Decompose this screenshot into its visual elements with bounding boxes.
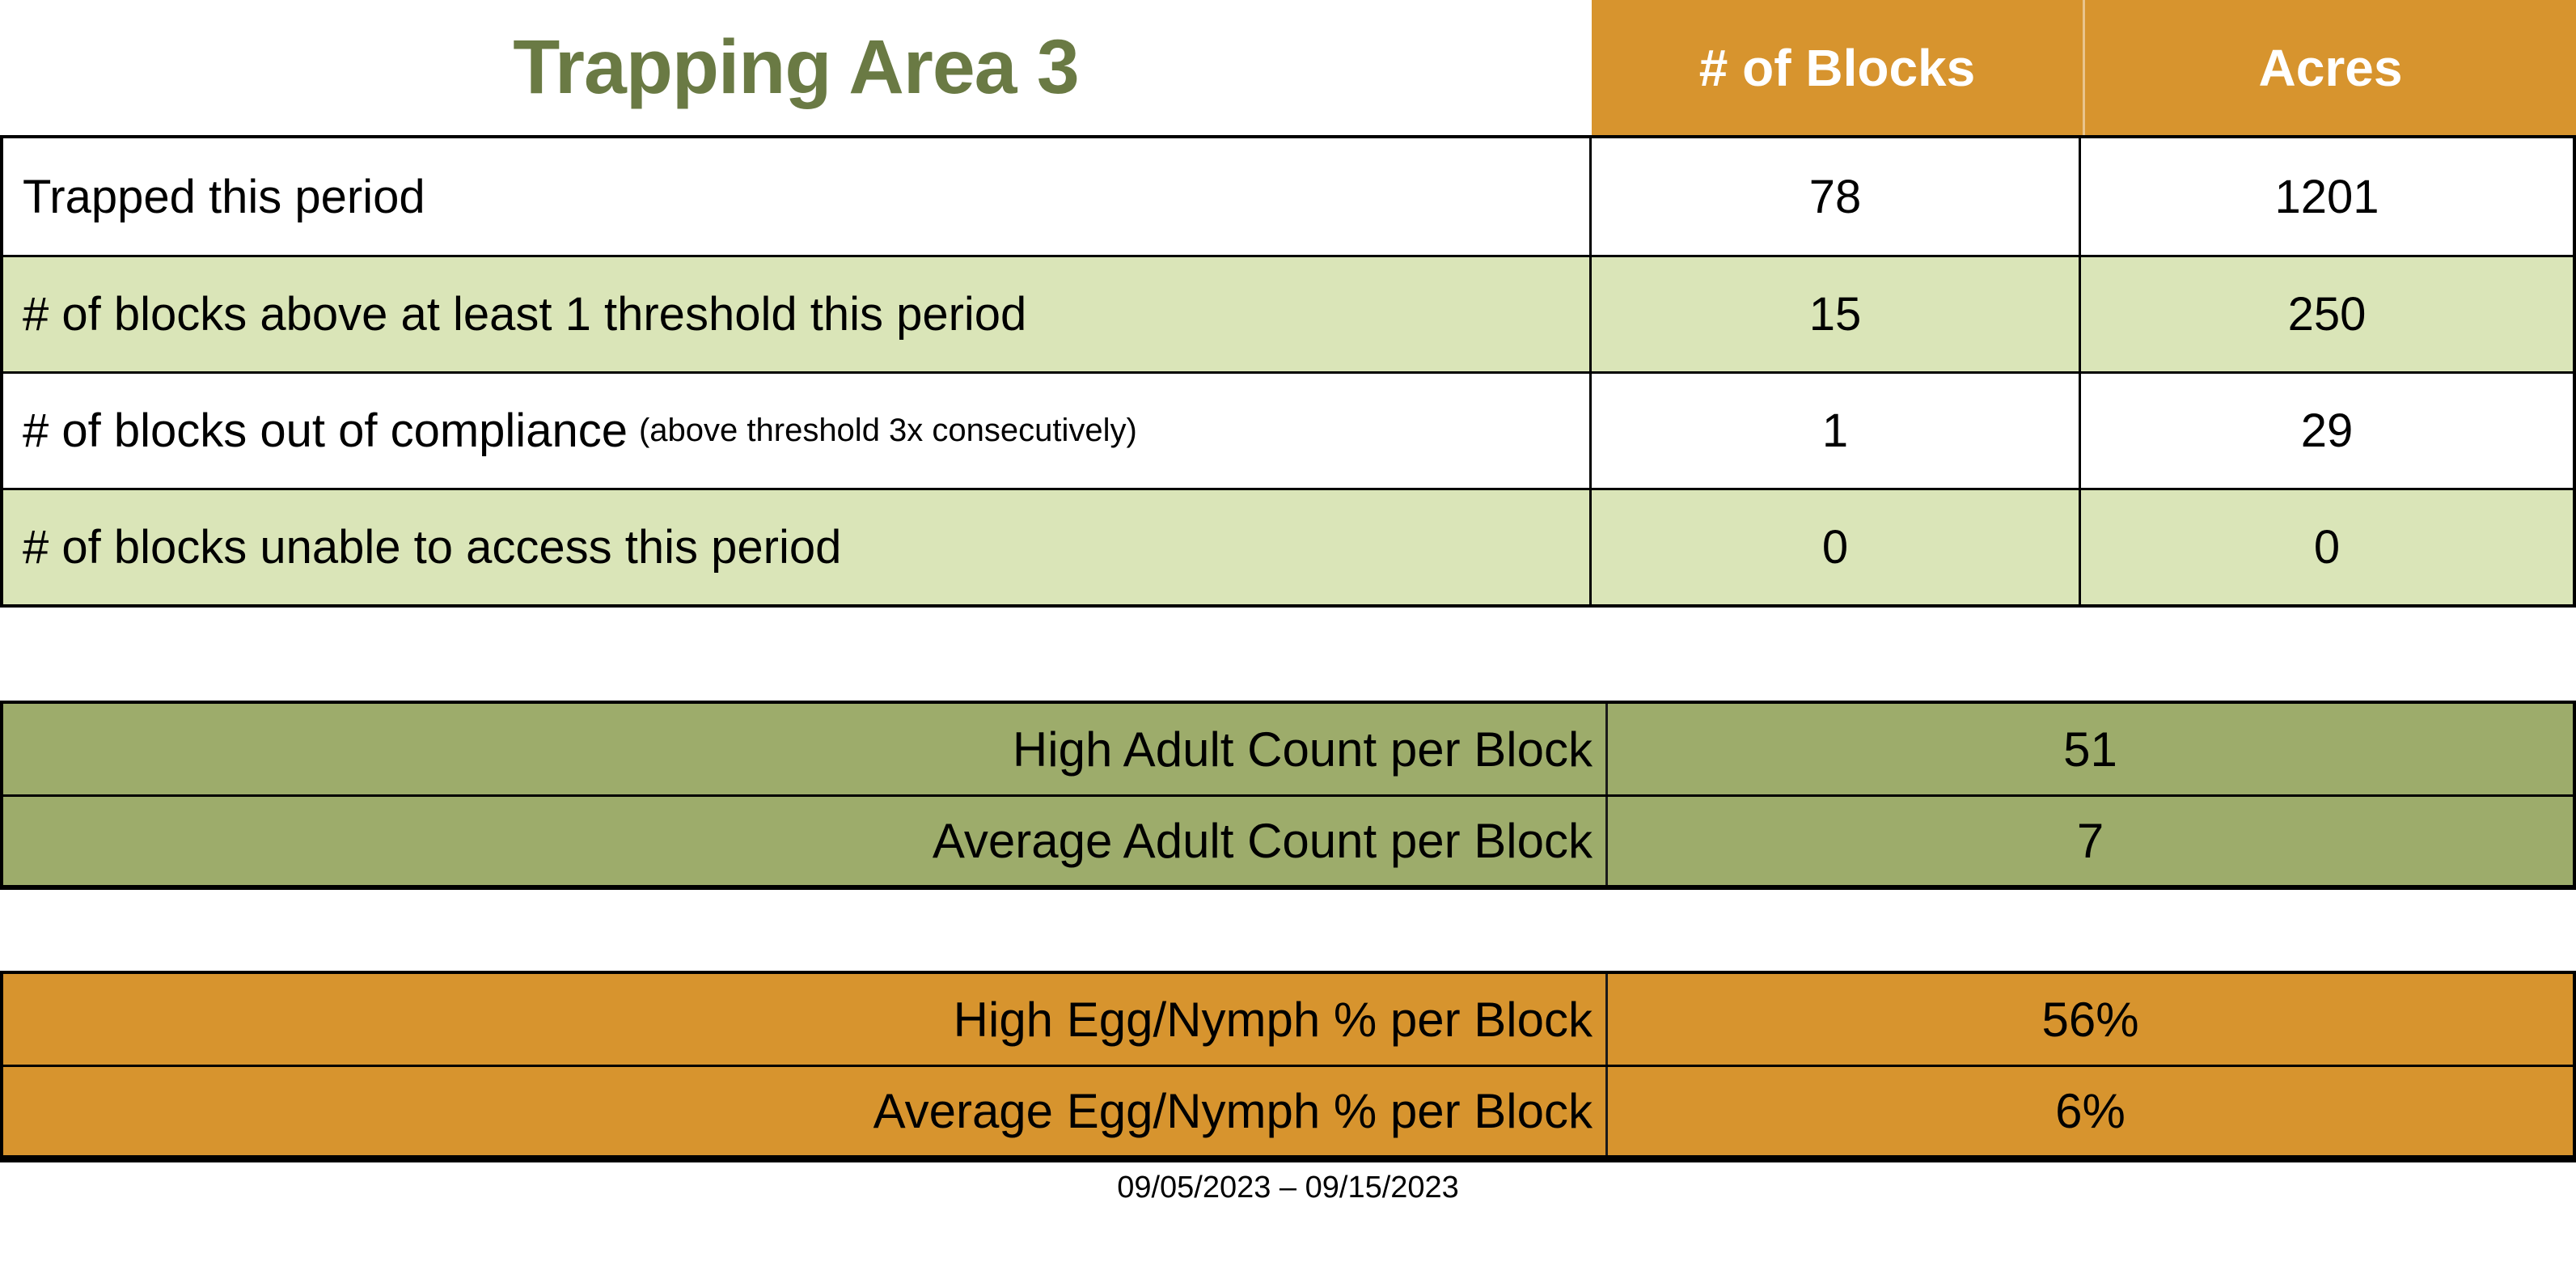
adult-count-table: High Adult Count per Block 51 Average Ad…	[0, 701, 2576, 890]
table-body: Trapped this period 78 1201 # of blocks …	[0, 135, 2576, 608]
table-row-out-of-compliance: # of blocks out of compliance (above thr…	[3, 371, 2573, 488]
table-row-average-adult-count: Average Adult Count per Block 7	[3, 794, 2573, 885]
blocks-value: 1	[1592, 374, 2081, 488]
report-date-range: 09/05/2023 – 09/15/2023	[1117, 1171, 1459, 1205]
row-label-text: # of blocks out of compliance	[23, 404, 628, 457]
row-label: # of blocks above at least 1 threshold t…	[3, 257, 1592, 371]
row-label-text: # of blocks above at least 1 threshold t…	[23, 288, 1027, 341]
row-label: Average Adult Count per Block	[3, 797, 1608, 885]
table-row-high-egg-nymph: High Egg/Nymph % per Block 56%	[3, 974, 2573, 1065]
acres-column-header: Acres	[2083, 0, 2576, 135]
acres-value: 250	[2287, 288, 2367, 341]
table-row-trapped-this-period: Trapped this period 78 1201	[3, 138, 2573, 255]
row-label: High Egg/Nymph % per Block	[3, 974, 1608, 1065]
acres-value: 29	[2300, 404, 2354, 457]
title-cell: Trapping Area 3	[0, 0, 1592, 135]
table-row-average-egg-nymph: Average Egg/Nymph % per Block 6%	[3, 1065, 2573, 1155]
table-header-row: Trapping Area 3 # of Blocks Acres	[0, 0, 2576, 135]
row-label: Trapped this period	[3, 138, 1592, 255]
egg-nymph-table: High Egg/Nymph % per Block 56% Average E…	[0, 971, 2576, 1162]
row-label: # of blocks out of compliance (above thr…	[3, 374, 1592, 488]
row-label: High Adult Count per Block	[3, 704, 1608, 794]
page-title: Trapping Area 3	[513, 24, 1079, 110]
row-value: 6%	[2055, 1084, 2126, 1138]
row-value: 51	[2063, 722, 2117, 777]
row-label: # of blocks unable to access this period	[3, 490, 1592, 604]
row-label: Average Egg/Nymph % per Block	[3, 1067, 1608, 1155]
row-value: 56%	[2041, 992, 2139, 1047]
trapping-summary-table: Trapping Area 3 # of Blocks Acres Trappe…	[0, 0, 2576, 608]
blocks-column-header: # of Blocks	[1592, 0, 2083, 135]
acres-value: 1201	[2274, 170, 2379, 223]
acres-value: 0	[2313, 521, 2341, 574]
row-label-note: (above threshold 3x consecutively)	[638, 413, 1137, 448]
row-value: 7	[2076, 814, 2104, 868]
row-label-text: Trapped this period	[23, 170, 425, 223]
table-row-unable-to-access: # of blocks unable to access this period…	[3, 488, 2573, 604]
blocks-value: 0	[1592, 490, 2081, 604]
table-row-above-threshold: # of blocks above at least 1 threshold t…	[3, 255, 2573, 371]
table-row-high-adult-count: High Adult Count per Block 51	[3, 704, 2573, 794]
blocks-value: 15	[1592, 257, 2081, 371]
row-label-text: # of blocks unable to access this period	[23, 521, 842, 574]
blocks-value: 78	[1592, 138, 2081, 255]
